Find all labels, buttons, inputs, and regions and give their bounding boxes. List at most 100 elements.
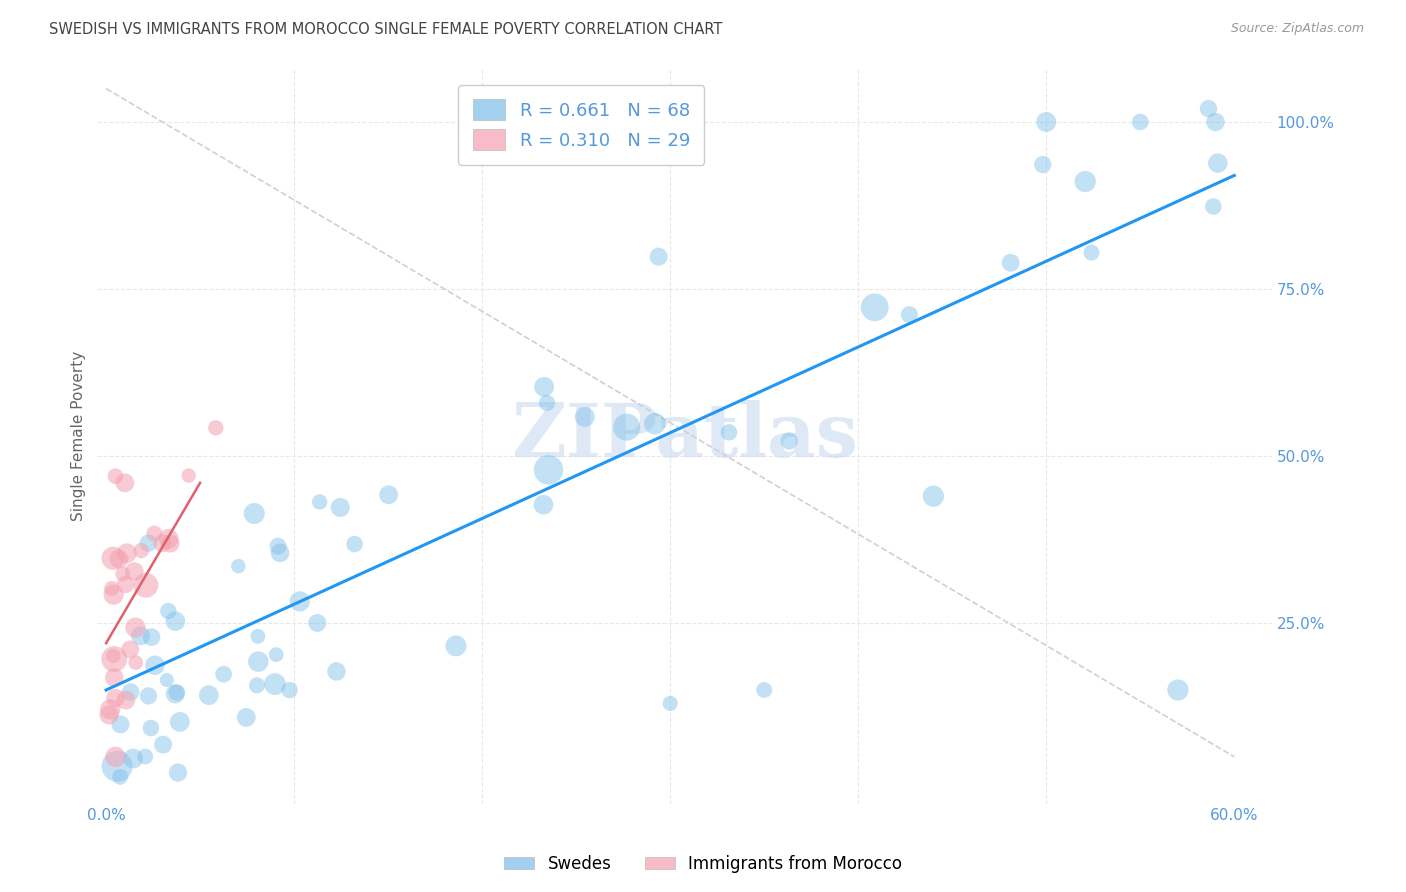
Point — [288, 594, 311, 608]
Point — [1032, 157, 1054, 171]
Point — [246, 678, 269, 692]
Point — [1205, 115, 1227, 129]
Point — [204, 421, 226, 435]
Point — [533, 380, 555, 394]
Point — [114, 475, 136, 490]
Point — [166, 685, 188, 699]
Point — [138, 536, 160, 550]
Point — [325, 665, 347, 679]
Point — [138, 689, 160, 703]
Point — [135, 578, 157, 592]
Point — [157, 604, 180, 618]
Point — [105, 759, 128, 773]
Point — [143, 526, 166, 541]
Point — [212, 667, 235, 681]
Point — [103, 588, 125, 602]
Point — [1080, 245, 1102, 260]
Point — [104, 691, 127, 706]
Point — [1167, 683, 1189, 698]
Point — [269, 546, 291, 560]
Point — [863, 300, 886, 314]
Point — [115, 693, 138, 707]
Point — [246, 629, 269, 643]
Point — [157, 532, 180, 546]
Point — [134, 749, 156, 764]
Point — [152, 536, 174, 550]
Point — [98, 708, 121, 723]
Point — [898, 308, 921, 322]
Point — [141, 630, 163, 644]
Point — [152, 738, 174, 752]
Point — [228, 559, 250, 574]
Point — [659, 697, 682, 711]
Point — [159, 536, 181, 550]
Point — [129, 629, 152, 643]
Point — [574, 409, 596, 424]
Legend: R = 0.661   N = 68, R = 0.310   N = 29: R = 0.661 N = 68, R = 0.310 N = 29 — [458, 85, 704, 164]
Point — [115, 546, 138, 560]
Point — [565, 115, 588, 129]
Point — [177, 468, 200, 483]
Point — [536, 396, 558, 410]
Point — [104, 469, 127, 483]
Point — [108, 770, 131, 784]
Legend: Swedes, Immigrants from Morocco: Swedes, Immigrants from Morocco — [498, 848, 908, 880]
Point — [1198, 102, 1220, 116]
Point — [343, 537, 366, 551]
Point — [110, 717, 132, 731]
Point — [167, 765, 190, 780]
Text: SWEDISH VS IMMIGRANTS FROM MOROCCO SINGLE FEMALE POVERTY CORRELATION CHART: SWEDISH VS IMMIGRANTS FROM MOROCCO SINGL… — [49, 22, 723, 37]
Point — [108, 552, 131, 566]
Y-axis label: Single Female Poverty: Single Female Poverty — [72, 351, 86, 521]
Point — [922, 489, 945, 503]
Point — [243, 507, 266, 521]
Point — [377, 488, 399, 502]
Point — [1000, 256, 1022, 270]
Point — [122, 751, 145, 765]
Point — [100, 582, 122, 596]
Point — [537, 463, 560, 477]
Text: ZIPatlas: ZIPatlas — [510, 400, 858, 473]
Point — [1202, 200, 1225, 214]
Point — [156, 673, 179, 687]
Point — [644, 417, 666, 431]
Point — [278, 683, 301, 698]
Point — [124, 621, 146, 635]
Point — [124, 565, 146, 579]
Point — [307, 615, 329, 630]
Point — [98, 702, 121, 716]
Point — [103, 670, 125, 684]
Point — [165, 687, 187, 701]
Point — [533, 498, 555, 512]
Point — [165, 614, 187, 628]
Point — [169, 714, 191, 729]
Point — [1035, 115, 1057, 129]
Point — [104, 749, 127, 764]
Point — [120, 642, 142, 657]
Point — [129, 543, 152, 558]
Point — [111, 566, 134, 581]
Point — [143, 658, 166, 673]
Point — [308, 495, 330, 509]
Point — [235, 710, 257, 724]
Point — [198, 688, 221, 702]
Point — [1074, 175, 1097, 189]
Point — [247, 655, 270, 669]
Point — [1206, 156, 1229, 170]
Point — [717, 425, 740, 440]
Point — [647, 250, 669, 264]
Point — [114, 577, 136, 591]
Point — [120, 685, 142, 699]
Point — [444, 639, 467, 653]
Point — [329, 500, 352, 515]
Point — [267, 539, 290, 553]
Point — [125, 656, 148, 670]
Point — [1129, 115, 1152, 129]
Point — [101, 551, 124, 566]
Point — [139, 721, 162, 735]
Point — [264, 648, 287, 662]
Point — [616, 420, 638, 434]
Point — [778, 434, 800, 448]
Point — [103, 652, 125, 666]
Point — [103, 648, 125, 663]
